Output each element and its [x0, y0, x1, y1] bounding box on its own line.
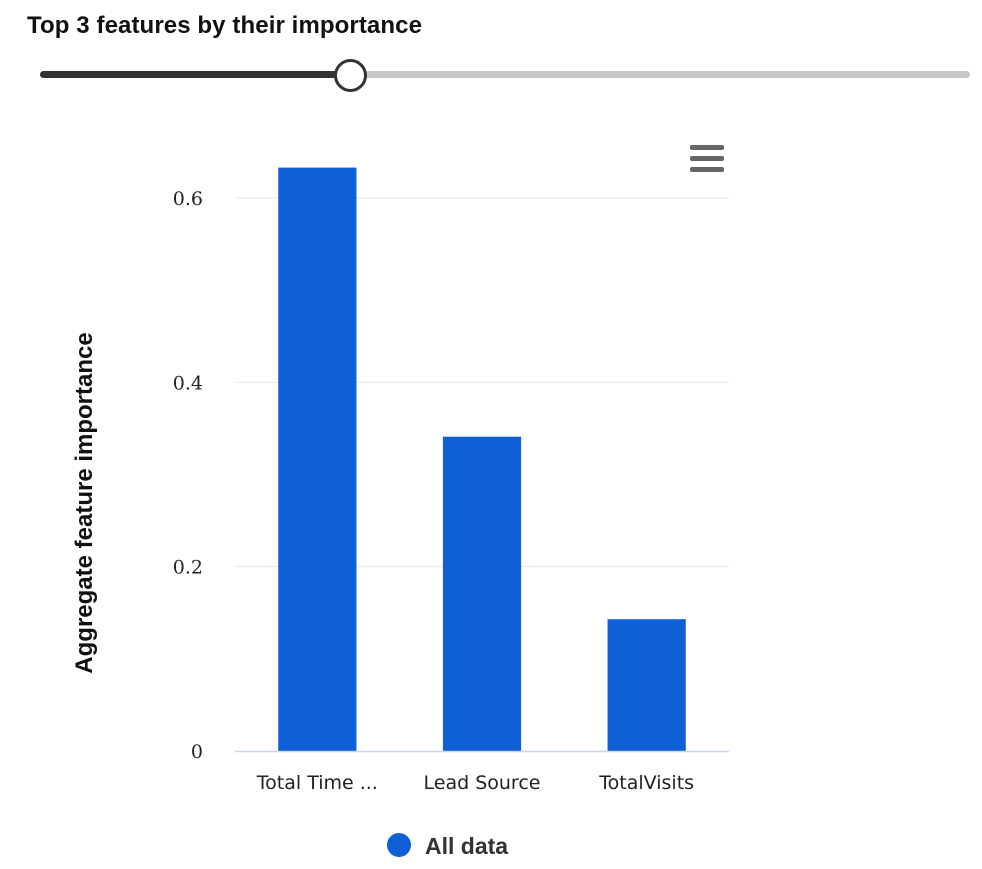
- menu-bar: [690, 145, 724, 150]
- menu-bar: [690, 167, 724, 172]
- y-tick-label: 0: [191, 741, 203, 763]
- y-tick-label: 0.6: [173, 188, 203, 210]
- legend-marker[interactable]: [387, 833, 411, 857]
- slider-track[interactable]: [40, 71, 970, 78]
- y-tick-label: 0.4: [173, 372, 203, 394]
- bar: [607, 619, 686, 751]
- slider-thumb[interactable]: [333, 59, 367, 92]
- bars: [278, 167, 686, 751]
- menu-bar: [690, 156, 724, 161]
- feature-count-slider[interactable]: [40, 58, 970, 92]
- bar: [278, 167, 357, 751]
- y-axis-label: Aggregate feature importance: [71, 332, 98, 673]
- y-tick-label: 0.2: [173, 557, 203, 579]
- x-tick-label: TotalVisits: [598, 772, 694, 794]
- x-tick-label: Lead Source: [424, 772, 541, 794]
- y-axis-ticks: 0 0.2 0.4 0.6: [173, 188, 203, 763]
- bar: [442, 436, 522, 751]
- slider-fill: [40, 71, 350, 78]
- hamburger-menu-icon[interactable]: [688, 142, 726, 176]
- page-title: Top 3 features by their importance: [27, 12, 423, 39]
- legend-label[interactable]: All data: [425, 833, 508, 859]
- x-axis-ticks: Total Time ... Lead Source TotalVisits: [256, 772, 694, 794]
- x-tick-label: Total Time ...: [256, 772, 378, 794]
- legend[interactable]: All data: [387, 833, 508, 859]
